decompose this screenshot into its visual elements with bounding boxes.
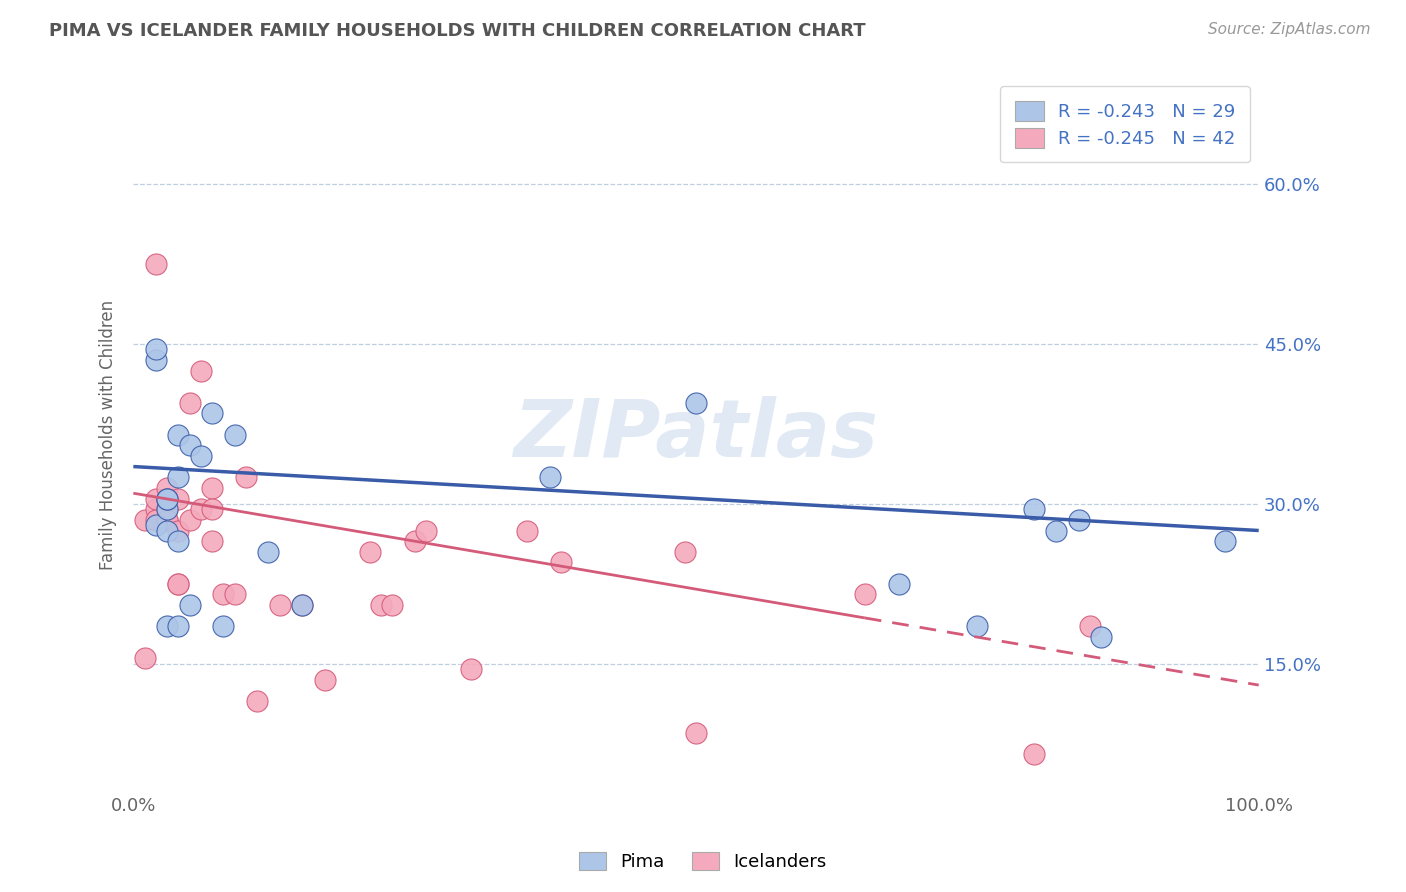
Point [167, 619, 190, 633]
Point [1213, 534, 1236, 549]
Point [156, 524, 179, 538]
Point [224, 427, 246, 442]
Point [167, 427, 190, 442]
Point [145, 343, 167, 357]
Point [145, 513, 167, 527]
Text: Source: ZipAtlas.com: Source: ZipAtlas.com [1208, 22, 1371, 37]
Point [212, 587, 235, 601]
Point [167, 491, 190, 506]
Point [460, 662, 482, 676]
Point [145, 353, 167, 368]
Point [538, 470, 561, 484]
Point [167, 577, 190, 591]
Point [190, 502, 212, 516]
Point [201, 502, 224, 516]
Point [212, 619, 235, 633]
Point [404, 534, 426, 549]
Point [156, 513, 179, 527]
Point [291, 598, 314, 612]
Point [156, 502, 179, 516]
Point [145, 491, 167, 506]
Point [887, 577, 910, 591]
Point [370, 598, 392, 612]
Point [1045, 524, 1067, 538]
Point [415, 524, 437, 538]
Point [685, 395, 707, 409]
Point [381, 598, 404, 612]
Point [156, 481, 179, 495]
Point [359, 545, 381, 559]
Point [134, 513, 156, 527]
Point [156, 513, 179, 527]
Legend: R = -0.243   N = 29, R = -0.245   N = 42: R = -0.243 N = 29, R = -0.245 N = 42 [1000, 87, 1250, 162]
Point [1022, 502, 1045, 516]
Point [291, 598, 314, 612]
Point [156, 491, 179, 506]
Point [190, 363, 212, 377]
Text: ZIPatlas: ZIPatlas [513, 395, 879, 474]
Point [853, 587, 876, 601]
Point [179, 598, 201, 612]
Point [179, 513, 201, 527]
Point [167, 577, 190, 591]
Point [550, 556, 572, 570]
Point [1090, 630, 1112, 644]
Point [156, 502, 179, 516]
Point [201, 481, 224, 495]
Point [167, 534, 190, 549]
Point [179, 395, 201, 409]
Point [235, 470, 257, 484]
Point [167, 470, 190, 484]
Point [673, 545, 696, 559]
Point [179, 438, 201, 452]
Point [685, 726, 707, 740]
Point [257, 545, 280, 559]
Point [156, 619, 179, 633]
Point [156, 491, 179, 506]
Point [269, 598, 291, 612]
Point [224, 587, 246, 601]
Point [145, 257, 167, 271]
Point [134, 651, 156, 665]
Point [145, 502, 167, 516]
Point [201, 406, 224, 420]
Point [1067, 513, 1090, 527]
Point [167, 524, 190, 538]
Text: PIMA VS ICELANDER FAMILY HOUSEHOLDS WITH CHILDREN CORRELATION CHART: PIMA VS ICELANDER FAMILY HOUSEHOLDS WITH… [49, 22, 866, 40]
Point [516, 524, 538, 538]
Point [156, 491, 179, 506]
Point [1022, 747, 1045, 762]
Point [246, 694, 269, 708]
Point [966, 619, 988, 633]
Point [314, 673, 336, 687]
Y-axis label: Family Households with Children: Family Households with Children [100, 300, 117, 570]
Point [190, 449, 212, 463]
Legend: Pima, Icelanders: Pima, Icelanders [572, 845, 834, 879]
Point [1078, 619, 1101, 633]
Point [201, 534, 224, 549]
Point [145, 518, 167, 533]
